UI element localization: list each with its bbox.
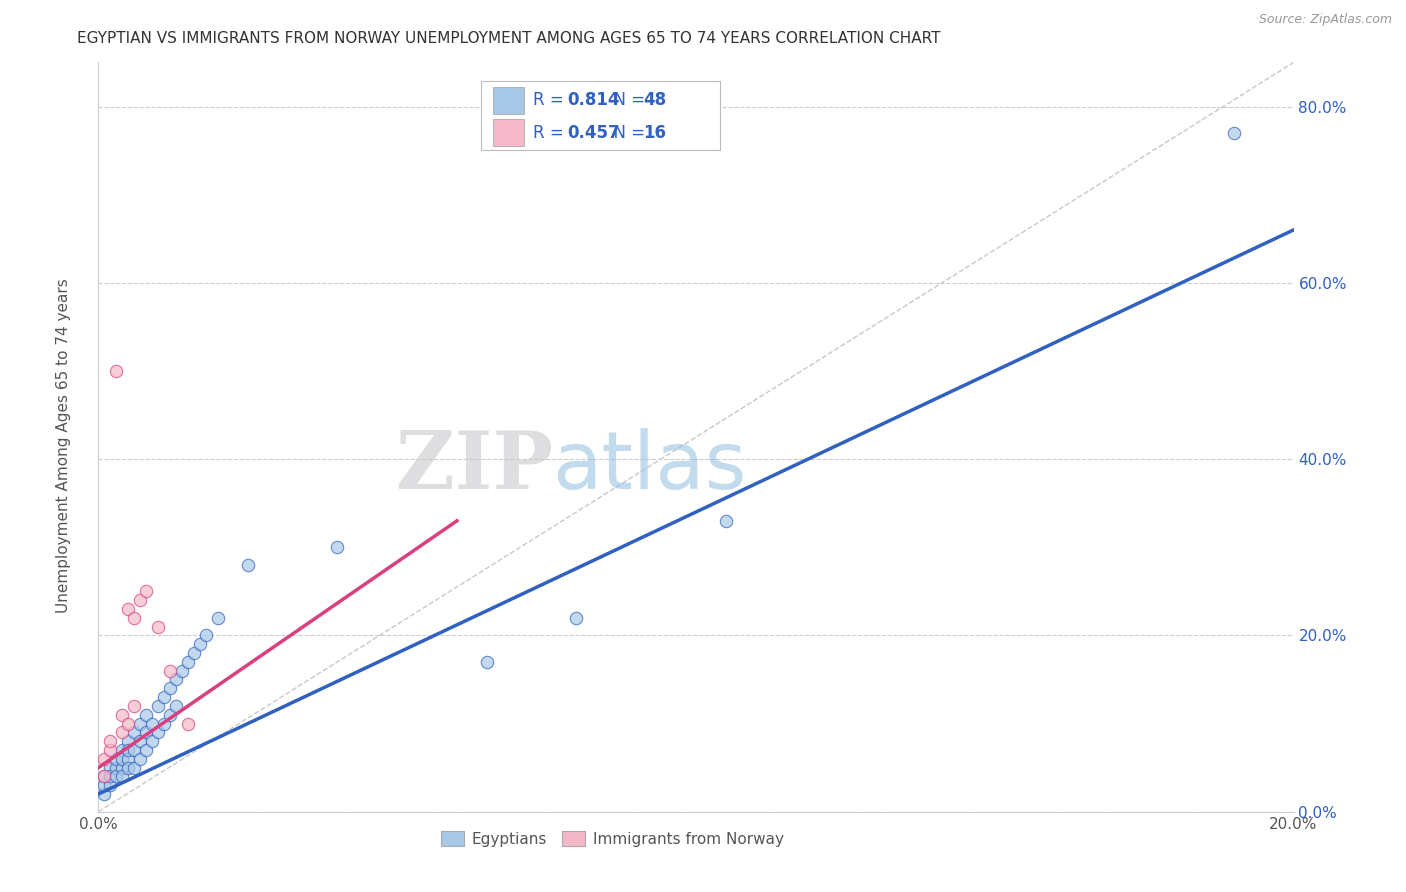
Point xyxy=(98,734,122,748)
Text: Unemployment Among Ages 65 to 74 years: Unemployment Among Ages 65 to 74 years xyxy=(56,278,70,614)
Point xyxy=(236,558,259,572)
Point xyxy=(148,619,170,633)
Point xyxy=(98,778,122,792)
FancyBboxPatch shape xyxy=(494,87,524,114)
Text: 0.457: 0.457 xyxy=(567,124,620,142)
Point xyxy=(153,716,176,731)
Legend: Egyptians, Immigrants from Norway: Egyptians, Immigrants from Norway xyxy=(434,824,790,853)
Point xyxy=(124,743,146,757)
Point xyxy=(172,664,194,678)
Text: Source: ZipAtlas.com: Source: ZipAtlas.com xyxy=(1258,13,1392,27)
Point xyxy=(124,611,146,625)
Point xyxy=(177,716,200,731)
Point xyxy=(183,646,205,660)
Text: N =: N = xyxy=(603,92,650,110)
Point xyxy=(111,707,134,722)
Point xyxy=(165,698,187,713)
Point xyxy=(117,716,139,731)
Text: R =: R = xyxy=(533,92,569,110)
Point xyxy=(117,743,139,757)
Point xyxy=(129,752,152,766)
Text: 48: 48 xyxy=(644,92,666,110)
Text: EGYPTIAN VS IMMIGRANTS FROM NORWAY UNEMPLOYMENT AMONG AGES 65 TO 74 YEARS CORREL: EGYPTIAN VS IMMIGRANTS FROM NORWAY UNEMP… xyxy=(77,31,941,46)
Point xyxy=(124,725,146,739)
Text: 16: 16 xyxy=(644,124,666,142)
Point xyxy=(111,761,134,775)
Point xyxy=(153,690,176,705)
Point xyxy=(117,602,139,616)
Point xyxy=(159,681,181,696)
Point xyxy=(124,698,146,713)
Point xyxy=(195,628,218,642)
Point xyxy=(98,761,122,775)
Text: 0.814: 0.814 xyxy=(567,92,620,110)
Point xyxy=(475,655,498,669)
Point xyxy=(111,769,134,783)
Point xyxy=(129,593,152,607)
Text: ZIP: ZIP xyxy=(395,428,553,506)
Text: N =: N = xyxy=(603,124,650,142)
Point xyxy=(141,734,163,748)
Point xyxy=(124,761,146,775)
Point xyxy=(1223,126,1246,140)
Point xyxy=(111,752,134,766)
FancyBboxPatch shape xyxy=(494,120,524,146)
Point xyxy=(165,673,187,687)
Point xyxy=(135,584,157,599)
Point xyxy=(135,725,157,739)
Point xyxy=(148,698,170,713)
Point xyxy=(207,611,229,625)
Point xyxy=(188,637,211,651)
Point xyxy=(565,611,588,625)
Point xyxy=(105,752,128,766)
Text: R =: R = xyxy=(533,124,569,142)
Point xyxy=(177,655,200,669)
Point xyxy=(135,707,157,722)
Point xyxy=(159,707,181,722)
Point xyxy=(135,743,157,757)
Point xyxy=(105,761,128,775)
Point xyxy=(117,734,139,748)
Point xyxy=(93,769,115,783)
Point xyxy=(111,743,134,757)
Point xyxy=(159,664,181,678)
Point xyxy=(141,716,163,731)
Text: atlas: atlas xyxy=(553,428,747,506)
Point xyxy=(93,787,115,801)
Point xyxy=(714,514,737,528)
Point xyxy=(98,743,122,757)
Point xyxy=(93,769,115,783)
Point xyxy=(111,725,134,739)
Point xyxy=(117,752,139,766)
Point xyxy=(129,716,152,731)
FancyBboxPatch shape xyxy=(481,81,720,150)
Point xyxy=(98,769,122,783)
Point xyxy=(105,769,128,783)
Point xyxy=(105,364,128,378)
Point xyxy=(117,761,139,775)
Point xyxy=(93,752,115,766)
Point xyxy=(148,725,170,739)
Point xyxy=(129,734,152,748)
Point xyxy=(326,541,349,555)
Point xyxy=(93,778,115,792)
